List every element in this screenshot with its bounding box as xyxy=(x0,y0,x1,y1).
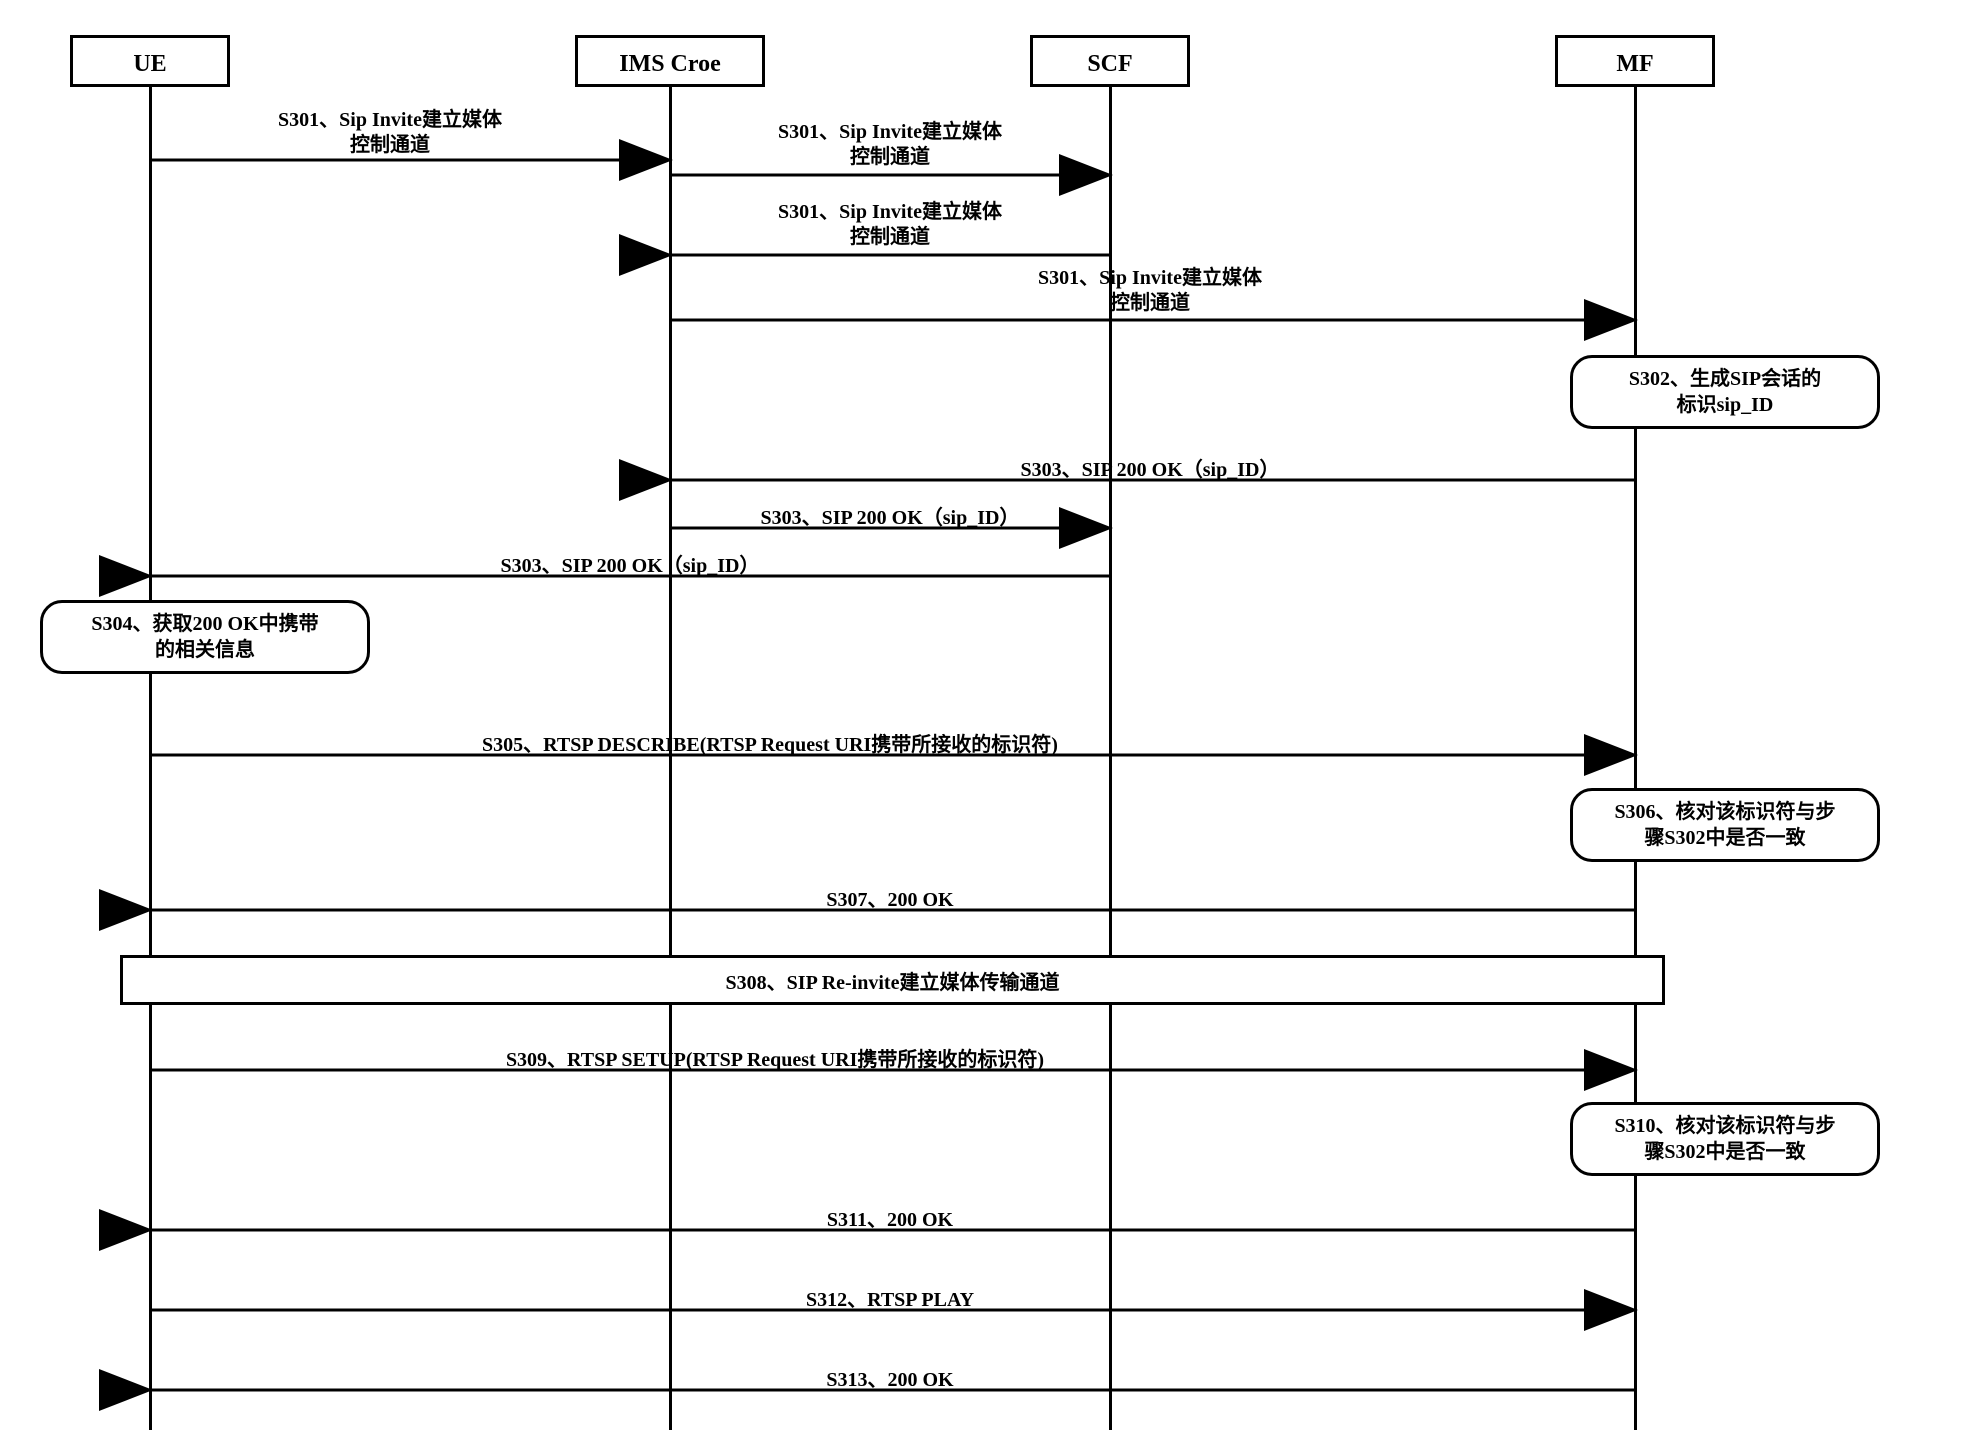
msg-label-s303b: S303、SIP 200 OK（sip_ID） xyxy=(710,506,1070,531)
msg-label-s303a: S303、SIP 200 OK（sip_ID） xyxy=(920,458,1380,483)
note-s304: S304、获取200 OK中携带的相关信息 xyxy=(40,600,370,674)
note-s306: S306、核对该标识符与步骤S302中是否一致 xyxy=(1570,788,1880,862)
note-s310: S310、核对该标识符与步骤S302中是否一致 xyxy=(1570,1102,1880,1176)
msg-label-s301b: S301、Sip Invite建立媒体 控制通道 xyxy=(730,120,1050,170)
actor-ims: IMS Croe xyxy=(575,35,765,87)
actor-scf: SCF xyxy=(1030,35,1190,87)
msg-label-s301c: S301、Sip Invite建立媒体 控制通道 xyxy=(730,200,1050,250)
lifeline-ims xyxy=(669,87,672,1430)
actor-ue: UE xyxy=(70,35,230,87)
msg-label-s309: S309、RTSP SETUP(RTSP Request URI携带所接收的标识… xyxy=(340,1048,1210,1073)
msg-label-s301a: S301、Sip Invite建立媒体 控制通道 xyxy=(230,108,550,158)
msg-label-s303c: S303、SIP 200 OK（sip_ID） xyxy=(420,554,840,579)
actor-mf: MF xyxy=(1555,35,1715,87)
spanning-s308: S308、SIP Re-invite建立媒体传输通道 xyxy=(120,955,1665,1005)
msg-label-s305: S305、RTSP DESCRIBE(RTSP Request URI携带所接收… xyxy=(320,733,1220,758)
msg-label-s311: S311、200 OK xyxy=(780,1208,1000,1233)
sequence-diagram: UE IMS Croe SCF MF S301、Sip Invite建立媒体 控制通道 S… xyxy=(20,20,1945,1436)
lifeline-mf xyxy=(1634,87,1637,1430)
note-s302: S302、生成SIP会话的标识sip_ID xyxy=(1570,355,1880,429)
msg-label-s313: S313、200 OK xyxy=(780,1368,1000,1393)
msg-label-s307: S307、200 OK xyxy=(780,888,1000,913)
msg-label-s312: S312、RTSP PLAY xyxy=(760,1288,1020,1313)
lifeline-ue xyxy=(149,87,152,1430)
msg-label-s301d: S301、Sip Invite建立媒体 控制通道 xyxy=(990,266,1310,316)
